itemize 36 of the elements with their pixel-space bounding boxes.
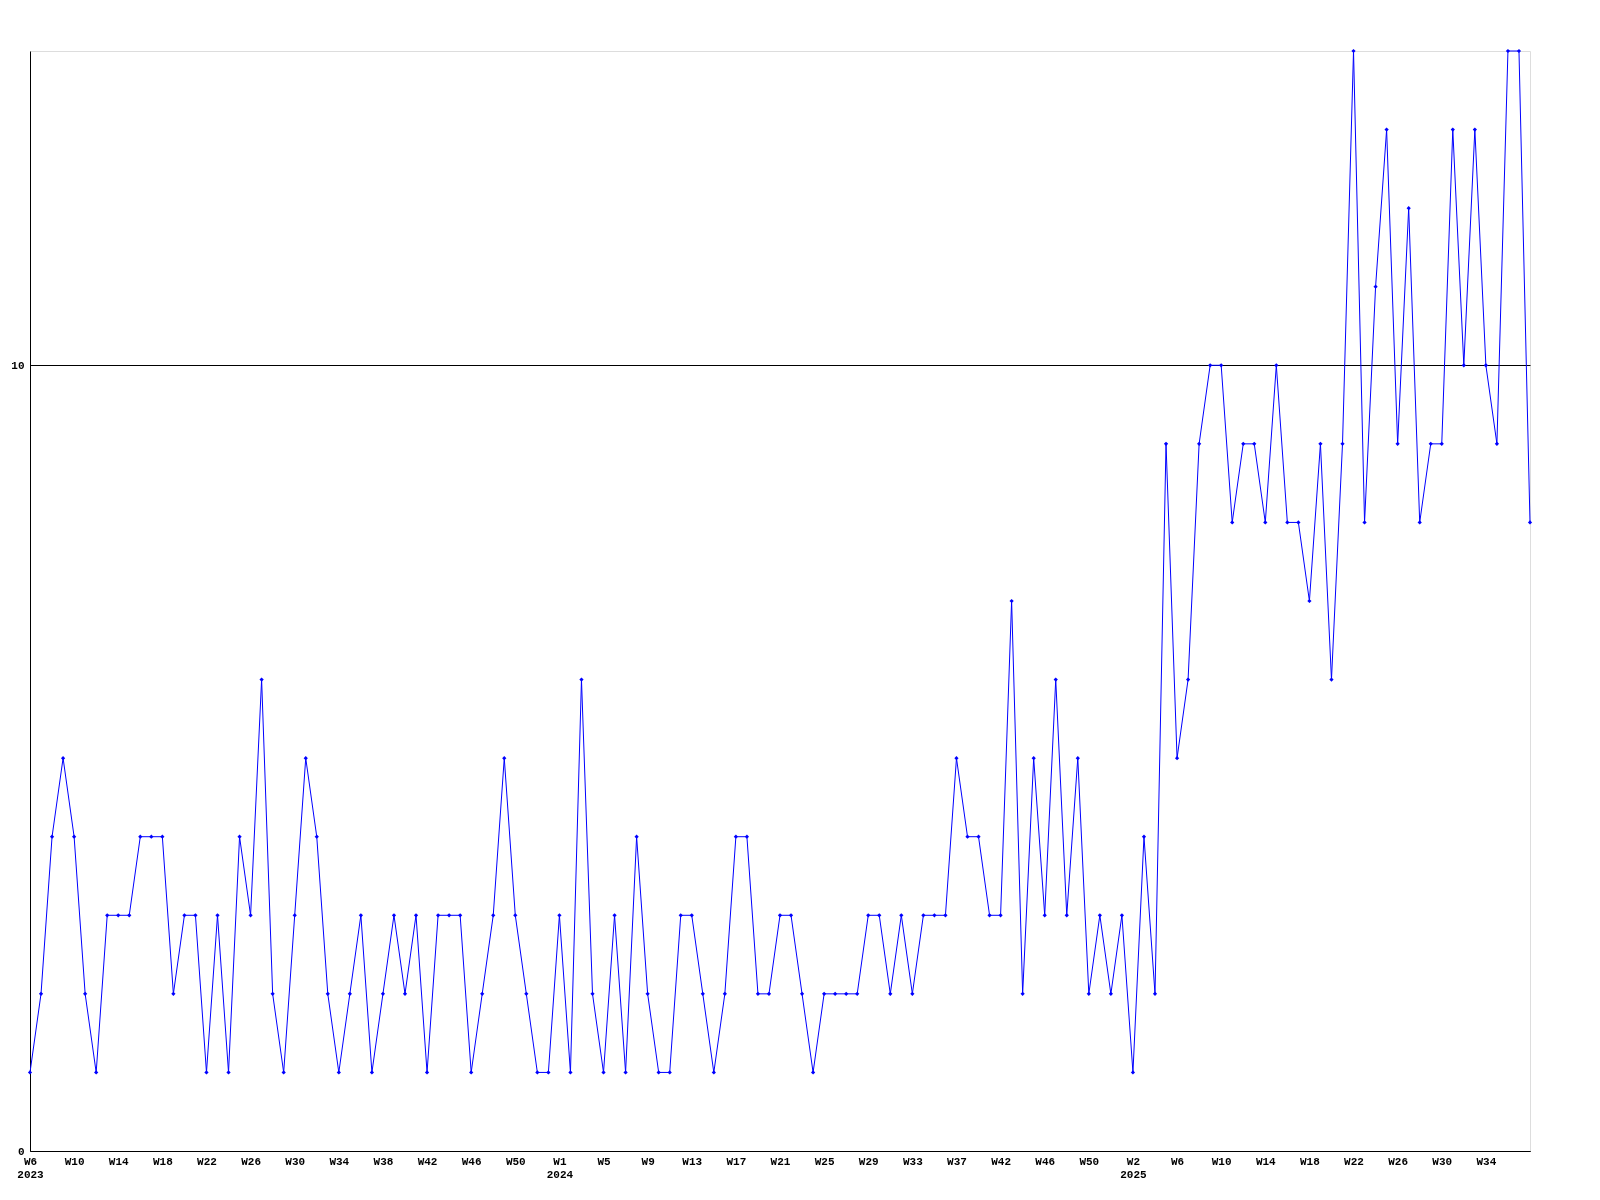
x-tick-label: W30 (1432, 1155, 1453, 1168)
x-tick-label: W26 (241, 1155, 261, 1168)
y-tick-label: 10 (11, 359, 25, 372)
x-tick-label: W50 (505, 1155, 526, 1168)
x-tick-label: W17 (726, 1155, 747, 1168)
x-tick-label: W29 (858, 1155, 879, 1168)
x-tick-label: W6 (1170, 1155, 1185, 1168)
x-tick-label: W5 (597, 1155, 612, 1168)
x-tick-label: W26 (1388, 1155, 1409, 1168)
x-tick-label: W42 (991, 1155, 1011, 1168)
x-tick-label: W18 (1300, 1155, 1321, 1168)
x-tick-label: W34 (329, 1155, 350, 1168)
x-tick-label: W38 (373, 1155, 394, 1168)
x-tick-label: W33 (902, 1155, 924, 1168)
x-tick-label: W10 (64, 1155, 85, 1168)
x-tick-label: W21 (770, 1155, 791, 1168)
x-tick-label: W1 2024 (546, 1155, 574, 1181)
x-tick-label: W37 (947, 1155, 967, 1168)
x-tick-label: W6 2023 (17, 1155, 45, 1181)
x-tick-label: W22 (1344, 1155, 1364, 1168)
y-tick-label: 0 (17, 1145, 25, 1158)
x-tick-label: W18 (152, 1155, 174, 1168)
x-tick-label: W14 (1255, 1155, 1277, 1168)
x-tick-label: W10 (1211, 1155, 1232, 1168)
x-tick-label: W25 (814, 1155, 835, 1168)
x-tick-label: W9 (641, 1155, 655, 1168)
x-tick-label: W22 (197, 1155, 217, 1168)
x-tick-label: W50 (1079, 1155, 1100, 1168)
x-tick-label: W14 (108, 1155, 130, 1168)
x-tick-label: W13 (682, 1155, 703, 1168)
x-tick-label: W34 (1476, 1155, 1497, 1168)
x-tick-label: W42 (417, 1155, 438, 1168)
x-tick-label: W30 (285, 1155, 306, 1168)
x-tick-label: W2 2025 (1120, 1155, 1148, 1181)
x-tick-label: W46 (461, 1155, 482, 1168)
x-tick-label: W46 (1035, 1155, 1056, 1168)
